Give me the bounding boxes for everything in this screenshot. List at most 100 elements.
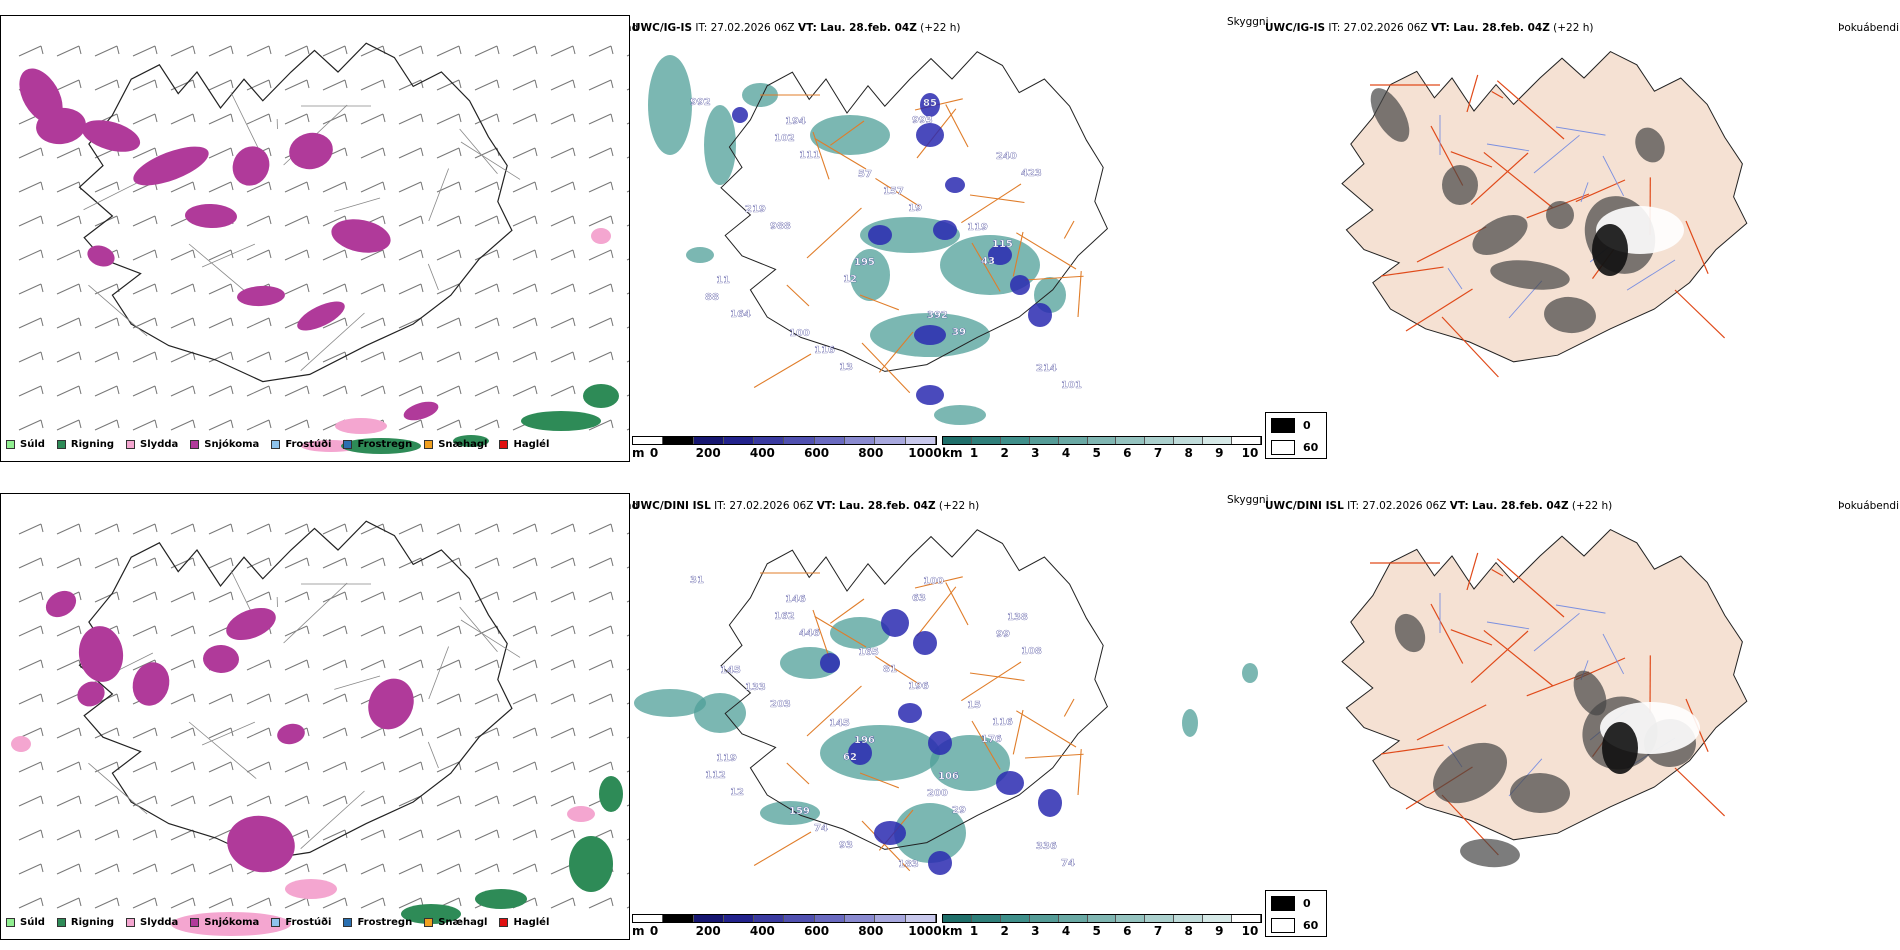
wind-barb xyxy=(322,79,348,91)
wind-barb xyxy=(398,659,424,671)
wind-barb xyxy=(56,761,82,773)
visibility-colorbar: km 1 2 3 4 5 6 7 8 9 10 xyxy=(942,436,1262,462)
fog-panel-type: Þokuábendi xyxy=(1838,22,1899,34)
fog-map[interactable] xyxy=(1290,513,1900,913)
legend-swatch xyxy=(343,440,353,449)
snow-area xyxy=(132,662,170,706)
wind-barb xyxy=(284,79,310,91)
wind-barb xyxy=(246,419,272,431)
precip-map[interactable] xyxy=(0,15,630,462)
colorbar-tick: 10 xyxy=(1241,446,1259,460)
cloud-base-label: 31 xyxy=(690,575,704,586)
wind-barb xyxy=(474,557,500,569)
cloud-base-area xyxy=(928,731,952,755)
road-line xyxy=(1012,231,1024,277)
low-visibility-area xyxy=(810,115,890,155)
river-line xyxy=(1555,604,1606,614)
cloud-base-label: 19 xyxy=(908,203,922,214)
river-line xyxy=(1555,126,1606,136)
road-line xyxy=(1077,748,1082,796)
cloud-base-area xyxy=(996,771,1024,795)
cloud-base-label: 39 xyxy=(952,327,966,338)
wind-barb xyxy=(132,249,158,261)
wind-barb xyxy=(550,727,576,739)
wind-barb xyxy=(360,795,386,807)
fog-legend-white xyxy=(1271,440,1295,455)
wind-barb xyxy=(94,79,120,91)
wind-barb xyxy=(550,317,576,329)
road-line xyxy=(1496,558,1565,618)
wind-barb xyxy=(284,249,310,261)
fog-map[interactable] xyxy=(1290,35,1900,435)
wind-barb xyxy=(550,249,576,261)
wind-barb xyxy=(360,625,386,637)
fog-legend-label-60: 60 xyxy=(1303,441,1319,454)
rain-area xyxy=(401,904,461,924)
cloud-base-area xyxy=(916,385,944,405)
colorbar-segment xyxy=(693,915,724,922)
wind-barb xyxy=(246,557,272,569)
wind-barb xyxy=(550,147,576,159)
wind-barb xyxy=(588,625,614,637)
visibility-map[interactable]: 31 446 196 176 12 93 63 108 203 62 29 74 162 81 116 112… xyxy=(630,513,1260,913)
wind-barb xyxy=(474,113,500,125)
colorbar-segment xyxy=(845,915,876,922)
wind-barb xyxy=(512,625,538,637)
cloud-base-label: 145 xyxy=(720,665,741,676)
cloud-base-label: 145 xyxy=(829,718,850,729)
road-line xyxy=(806,685,862,737)
wind-barb xyxy=(56,79,82,91)
wind-barb xyxy=(284,795,310,807)
wind-barb xyxy=(474,215,500,227)
legend-label: Frostúði xyxy=(285,917,332,928)
visibility-map-svg: 9921111943164139934239881239101102157115… xyxy=(648,51,1109,425)
precip-legend-item: Frostregn xyxy=(343,917,412,928)
colorbar-tick: 5 xyxy=(1092,446,1101,460)
colorbar-segment xyxy=(1203,437,1233,444)
colorbar-segment xyxy=(943,437,972,444)
wind-barb xyxy=(56,385,82,397)
wind-barb xyxy=(94,897,120,909)
snow-area xyxy=(297,301,345,331)
road-line xyxy=(1491,90,1504,99)
cloud-base-label: 988 xyxy=(770,221,791,232)
wind-barb xyxy=(474,283,500,295)
low-visibility-area xyxy=(634,689,706,717)
river-line xyxy=(1626,259,1676,291)
wind-barb xyxy=(132,591,158,603)
colorbar-tick: 200 xyxy=(695,446,721,460)
wind-barb xyxy=(550,761,576,773)
precip-map-svg xyxy=(18,42,629,454)
wind-barb xyxy=(550,897,576,909)
wind-barb xyxy=(360,557,386,569)
wind-barb xyxy=(588,727,614,739)
wind-barb xyxy=(360,317,386,329)
cloud-base-area xyxy=(914,325,946,345)
wind-barb xyxy=(398,591,424,603)
road-line xyxy=(230,92,261,153)
wind-barb xyxy=(284,659,310,671)
road-line xyxy=(460,141,521,180)
wind-barb xyxy=(284,283,310,295)
colorbar-segment xyxy=(1058,437,1088,444)
fog-legend-black xyxy=(1271,418,1295,433)
fog-panel-title: UWC/IG-IS IT: 27.02.2026 06Z VT: Lau. 28… xyxy=(1265,22,1594,34)
wind-barb xyxy=(94,557,120,569)
wind-barb xyxy=(436,591,462,603)
visibility-map[interactable]: 992 111 19 43 164 13 993 423 988 12 39 101 102 157 115… xyxy=(630,35,1260,435)
river-line xyxy=(1486,143,1530,152)
wind-barb xyxy=(170,761,196,773)
road-line xyxy=(878,331,914,373)
road-line xyxy=(428,646,449,700)
snow-area xyxy=(403,401,439,421)
precip-map[interactable] xyxy=(0,493,630,940)
wind-barb xyxy=(56,317,82,329)
wind-barb xyxy=(246,113,272,125)
wind-barb xyxy=(398,795,424,807)
wind-barb xyxy=(94,727,120,739)
fog-area xyxy=(1490,260,1570,290)
road-line xyxy=(201,243,256,268)
wind-barb xyxy=(474,385,500,397)
cloud-base-area xyxy=(1028,303,1052,327)
wind-barb xyxy=(474,79,500,91)
